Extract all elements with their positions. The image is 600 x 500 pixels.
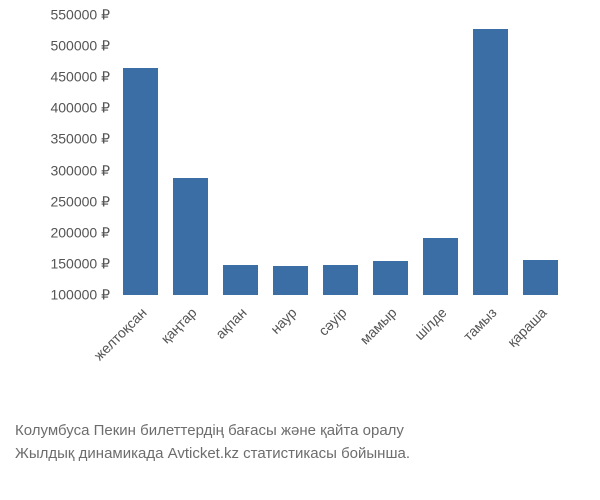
bar	[373, 261, 408, 295]
y-tick-label: 200000 ₽	[20, 224, 110, 241]
y-tick-label: 300000 ₽	[20, 162, 110, 179]
bar	[273, 266, 308, 295]
y-tick-label: 400000 ₽	[20, 100, 110, 117]
y-tick-label: 550000 ₽	[20, 7, 110, 24]
bars-group	[115, 15, 565, 295]
bar	[323, 265, 358, 295]
bar	[223, 265, 258, 295]
caption: Колумбуса Пекин билеттердің бағасы және …	[15, 420, 410, 465]
bar	[173, 178, 208, 295]
y-tick-label: 500000 ₽	[20, 38, 110, 55]
caption-line-2: Жылдық динамикада Avticket.kz статистика…	[15, 443, 410, 466]
caption-line-1: Колумбуса Пекин билеттердің бағасы және …	[15, 420, 410, 443]
plot-area	[115, 15, 565, 295]
bar	[123, 68, 158, 295]
y-tick-label: 150000 ₽	[20, 255, 110, 272]
bar	[423, 238, 458, 295]
bar	[473, 29, 508, 295]
chart-container: 100000 ₽ 150000 ₽ 200000 ₽ 250000 ₽ 300000 ₽…	[20, 10, 580, 390]
y-tick-label: 100000 ₽	[20, 287, 110, 304]
y-tick-label: 350000 ₽	[20, 131, 110, 148]
bar	[523, 260, 558, 295]
y-tick-label: 450000 ₽	[20, 69, 110, 86]
y-tick-label: 250000 ₽	[20, 193, 110, 210]
